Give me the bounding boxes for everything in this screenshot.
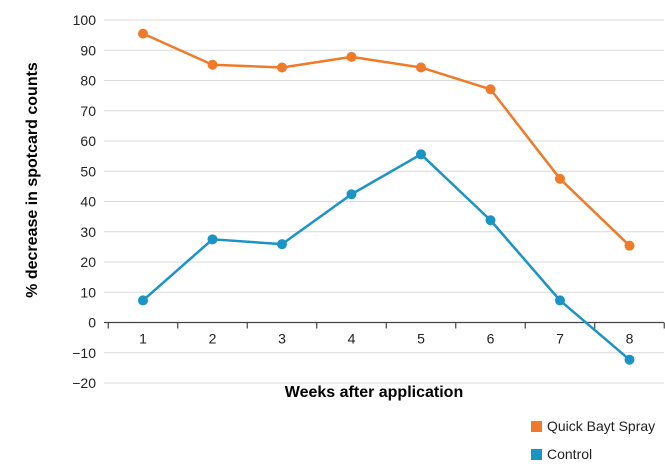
data-point bbox=[207, 234, 218, 245]
data-point bbox=[207, 59, 218, 70]
x-tick-label: 2 bbox=[209, 331, 217, 347]
x-tick-label: 8 bbox=[626, 331, 634, 347]
data-point bbox=[346, 51, 357, 62]
y-tick-label: 70 bbox=[80, 103, 96, 119]
x-tick-label: 7 bbox=[556, 331, 564, 347]
y-tick-label: −10 bbox=[72, 345, 96, 361]
x-tick-label: 6 bbox=[487, 331, 495, 347]
legend-swatch bbox=[531, 449, 542, 460]
data-point bbox=[138, 28, 148, 39]
y-tick-label: 20 bbox=[80, 254, 96, 270]
y-tick-label: 100 bbox=[73, 12, 97, 28]
data-point bbox=[555, 295, 565, 306]
y-tick-label: 10 bbox=[80, 284, 96, 300]
series-line-control bbox=[142, 153, 631, 361]
data-point bbox=[555, 173, 565, 184]
x-axis-label: Weeks after application bbox=[285, 384, 463, 401]
x-tick-label: 4 bbox=[348, 331, 356, 347]
legend: Quick Bayt Spray Control bbox=[531, 418, 655, 462]
data-point bbox=[138, 295, 148, 306]
x-axis: 1 2 3 4 5 6 7 8 bbox=[104, 321, 665, 347]
data-point bbox=[624, 240, 635, 251]
y-tick-label: 60 bbox=[80, 133, 96, 149]
data-point bbox=[277, 239, 287, 250]
y-tick-label: −20 bbox=[72, 375, 96, 391]
series-line-quick-bayt-spray bbox=[142, 32, 631, 247]
x-tick-label: 1 bbox=[139, 331, 147, 347]
x-tick-label: 3 bbox=[278, 331, 286, 347]
data-point bbox=[624, 354, 635, 365]
y-axis-label: % decrease in spotcard counts bbox=[24, 62, 41, 298]
data-point bbox=[416, 149, 426, 160]
y-tick-label: 0 bbox=[88, 315, 96, 331]
x-tick-label: 5 bbox=[417, 331, 425, 347]
data-point bbox=[485, 215, 496, 226]
gridlines bbox=[104, 19, 664, 384]
series-layer bbox=[138, 28, 635, 365]
y-tick-label: 50 bbox=[80, 163, 96, 179]
legend-label: Control bbox=[547, 446, 592, 462]
data-point bbox=[277, 62, 287, 73]
y-tick-label: 30 bbox=[80, 224, 96, 240]
legend-swatch bbox=[531, 421, 542, 432]
legend-label: Quick Bayt Spray bbox=[547, 418, 655, 434]
y-tick-label: 90 bbox=[80, 42, 96, 58]
y-tick-label: 80 bbox=[80, 73, 96, 89]
data-point bbox=[485, 84, 496, 95]
data-point bbox=[416, 62, 426, 73]
data-point bbox=[346, 189, 357, 200]
y-tick-label: 40 bbox=[80, 194, 96, 210]
